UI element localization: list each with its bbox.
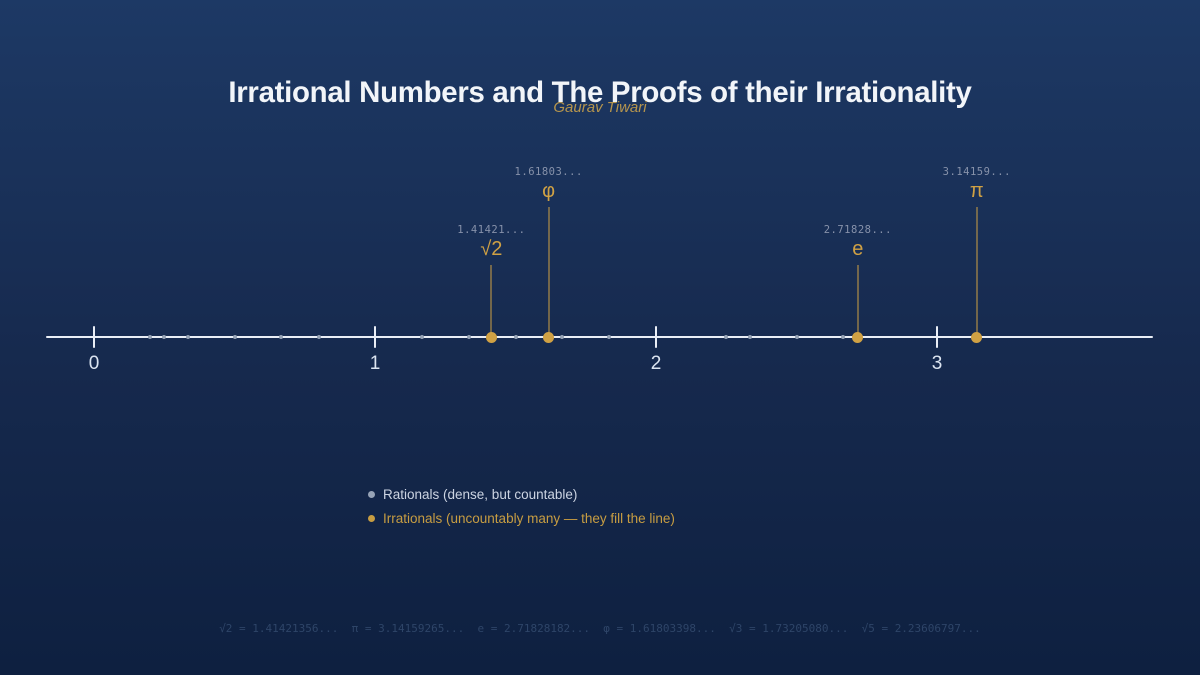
- rational-dot: [724, 335, 729, 339]
- axis-tick: [655, 326, 657, 348]
- irrational-value-label: 3.14159...: [942, 166, 1011, 178]
- rational-dot: [316, 335, 321, 339]
- irrational-symbol: φ: [542, 180, 556, 202]
- constants-footer: √2 = 1.41421356... π = 3.14159265... e =…: [219, 622, 981, 635]
- rational-dot: [419, 335, 424, 339]
- legend-label-irrationals: Irrationals (uncountably many — they fil…: [383, 510, 675, 526]
- irrational-symbol: e: [852, 238, 864, 260]
- legend-item-irrationals: Irrationals (uncountably many — they fil…: [368, 506, 675, 530]
- axis-tick: [374, 326, 376, 348]
- rational-dot: [794, 335, 799, 339]
- axis-tick-label: 3: [931, 353, 943, 374]
- irrational-value-label: 1.41421...: [457, 224, 526, 236]
- rational-dot: [513, 335, 518, 339]
- rational-dot: [232, 335, 237, 339]
- irrational-symbol: π: [969, 180, 984, 202]
- axis-tick: [936, 326, 938, 348]
- axis-tick-label: 0: [88, 353, 100, 374]
- irrational-stem: [490, 265, 493, 337]
- irrational-stem: [547, 207, 550, 337]
- irrational-dot: [543, 331, 555, 343]
- irrational-dot: [852, 331, 864, 343]
- rationals-dot-icon: [368, 490, 375, 498]
- number-line-axis: [46, 336, 1153, 338]
- rational-dot: [747, 335, 752, 339]
- rational-dot: [162, 335, 167, 339]
- irrational-value-label: 1.61803...: [514, 166, 583, 178]
- irrational-stem: [856, 265, 859, 337]
- page-subtitle: Gaurav Tiwari: [553, 99, 647, 116]
- legend-item-rationals: Rationals (dense, but countable): [368, 482, 675, 506]
- irrational-symbol: √2: [480, 238, 503, 260]
- rational-dot: [279, 335, 284, 339]
- rational-dot: [466, 335, 471, 339]
- rational-dot: [607, 335, 612, 339]
- rational-dot: [148, 335, 153, 339]
- irrational-dot: [485, 331, 497, 343]
- page-title: Irrational Numbers and The Proofs of the…: [228, 76, 972, 110]
- axis-tick-label: 2: [650, 353, 662, 374]
- axis-tick: [93, 326, 95, 348]
- rational-dot: [185, 335, 190, 339]
- rational-dot: [560, 335, 565, 339]
- axis-tick-label: 1: [369, 353, 381, 374]
- irrationals-dot-icon: [368, 514, 375, 522]
- irrational-stem: [975, 207, 978, 337]
- legend-label-rationals: Rationals (dense, but countable): [383, 486, 578, 502]
- irrational-value-label: 2.71828...: [823, 224, 892, 236]
- irrational-dot: [971, 331, 983, 343]
- legend: Rationals (dense, but countable) Irratio…: [368, 482, 675, 530]
- rational-dot: [841, 335, 846, 339]
